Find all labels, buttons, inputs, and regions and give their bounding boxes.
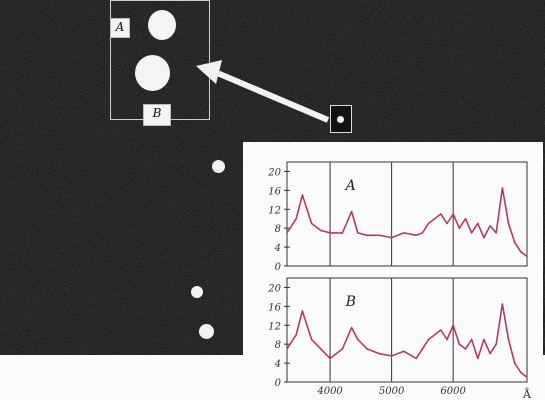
trace-point [513, 362, 516, 364]
trace-point [295, 217, 298, 220]
trace-point [476, 357, 479, 360]
trace-point [458, 227, 461, 229]
panel-frame [286, 277, 528, 383]
trace-point [513, 241, 516, 244]
trace-point [390, 355, 393, 357]
trace-point [366, 234, 368, 237]
y-tick-label: 20 [267, 167, 281, 178]
trace-point [286, 232, 288, 234]
trace-point [526, 376, 528, 379]
galaxy-b [135, 55, 170, 91]
trace-point [301, 310, 304, 312]
trace-point [378, 352, 381, 355]
trace-point [464, 348, 467, 350]
trace-point [452, 213, 454, 215]
y-tick-label: 8 [275, 224, 281, 235]
trace-point [310, 222, 313, 225]
trace-point [286, 348, 288, 350]
trace-point [470, 232, 473, 234]
x-tick-label: 6000 [440, 386, 466, 397]
star [199, 324, 214, 339]
trace-point [295, 333, 298, 336]
trace-point [440, 329, 442, 331]
spectrum-trace [286, 187, 528, 258]
trace-point [427, 222, 430, 225]
trace-point [452, 324, 454, 327]
y-tick-label: 4 [274, 359, 281, 370]
trace-point [427, 338, 430, 341]
trace-point [356, 338, 359, 341]
trace-point [483, 338, 485, 341]
trace-point [458, 343, 461, 345]
label-b: B [143, 104, 171, 126]
x-tick-label: 5000 [379, 386, 405, 397]
y-tick-label: 0 [275, 262, 282, 273]
trace-point [329, 232, 331, 234]
trace-point [489, 225, 491, 227]
y-tick-label: 0 [275, 378, 282, 389]
trace-point [341, 348, 344, 350]
trace-point [501, 303, 504, 305]
panel-label: A [344, 178, 356, 194]
galaxy-a [148, 10, 176, 40]
trace-point [495, 343, 498, 345]
trace-point [421, 232, 424, 234]
trace-point [350, 326, 353, 329]
trace-point [378, 234, 381, 237]
trace-point [507, 222, 510, 225]
y-tick-label: 12 [268, 321, 281, 332]
trace-point [415, 234, 418, 237]
star [212, 160, 225, 173]
y-tick-label: 12 [268, 205, 281, 216]
y-tick-label: 4 [274, 243, 281, 254]
trace-point [366, 348, 368, 350]
trace-point [520, 371, 522, 374]
star [191, 286, 203, 298]
trace-point [320, 348, 322, 350]
trace-point [440, 213, 442, 215]
spectrum-panel: 0 4 8 12 16 20 A 0 4 8 12 16 20 B 4000 5000 6000 Å [243, 142, 543, 401]
marker-dot [337, 116, 344, 123]
marker-box [330, 105, 352, 133]
trace-point [301, 194, 304, 196]
trace-point [526, 255, 528, 258]
y-tick-label: 16 [268, 186, 281, 197]
y-tick-label: 16 [268, 302, 281, 313]
trace-point [421, 348, 424, 350]
panel-label: B [345, 294, 356, 310]
trace-point [350, 210, 353, 213]
trace-point [464, 217, 467, 220]
trace-point [446, 338, 448, 341]
panel-frame [286, 161, 528, 267]
trace-point [495, 232, 498, 234]
trace-point [446, 222, 448, 225]
trace-point [341, 232, 344, 234]
trace-point [390, 236, 393, 239]
trace-point [415, 357, 418, 360]
trace-point [470, 338, 473, 341]
trace-point [403, 232, 405, 234]
trace-point [403, 350, 405, 353]
trace-point [507, 338, 510, 341]
x-unit-label: Å [522, 387, 532, 400]
spectrum-trace [286, 303, 528, 378]
x-tick-label: 4000 [316, 386, 343, 397]
trace-point [476, 222, 479, 225]
y-tick-label: 20 [267, 283, 281, 294]
trace-point [483, 236, 485, 239]
spectrum-chart: 0 4 8 12 16 20 A 0 4 8 12 16 20 B 4000 5000 6000 Å [267, 161, 532, 401]
label-a: A [110, 18, 130, 38]
trace-point [356, 232, 359, 234]
y-tick-label: 8 [275, 340, 281, 351]
trace-point [489, 352, 491, 355]
trace-point [320, 229, 322, 232]
trace-point [520, 251, 522, 253]
trace-point [310, 338, 313, 341]
trace-point [329, 357, 331, 360]
trace-point [501, 187, 504, 189]
